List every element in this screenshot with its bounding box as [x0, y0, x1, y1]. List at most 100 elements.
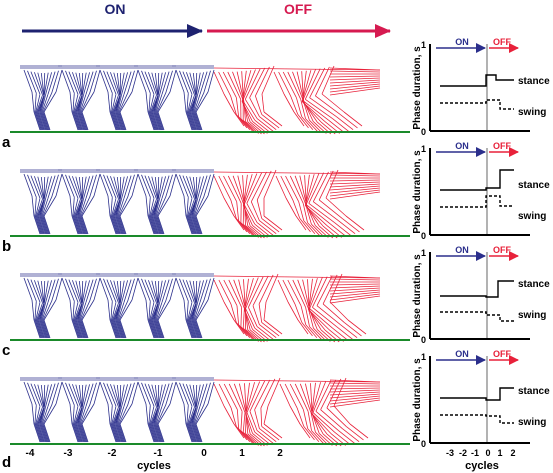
stick-segment — [308, 309, 330, 330]
stick-segment — [153, 215, 160, 235]
stick-segment — [148, 423, 156, 443]
stick-segment — [248, 307, 258, 327]
stick-segment — [349, 423, 369, 439]
stick-segment — [179, 70, 189, 94]
stick-segment — [37, 111, 44, 131]
stick-segment — [79, 215, 87, 235]
stick-segment — [78, 215, 86, 235]
stick-segment — [309, 67, 326, 98]
stick-segment — [186, 72, 195, 96]
stick-segment — [313, 201, 339, 221]
panel-letter: a — [2, 134, 11, 151]
stick-segment — [30, 71, 41, 95]
stick-segment — [312, 306, 337, 327]
stick-segment — [155, 423, 163, 443]
stick-segment — [116, 94, 122, 113]
stick-segment — [41, 215, 49, 235]
stick-segment — [328, 119, 345, 133]
stick-segment — [71, 423, 79, 443]
stick-segment — [81, 91, 95, 113]
stick-segment — [273, 71, 285, 95]
stick-segment — [106, 383, 117, 407]
stick-segment — [260, 407, 263, 427]
stick-segment — [148, 176, 157, 200]
stick-segment — [123, 71, 132, 95]
stick-segment — [131, 69, 139, 93]
stick-segment — [37, 215, 44, 235]
stick-segment — [179, 278, 189, 302]
stick-segment — [263, 405, 269, 425]
stick-segment — [119, 319, 127, 339]
stick-segment — [74, 302, 81, 321]
stick-segment — [203, 382, 211, 406]
stick-segment — [77, 215, 84, 235]
stick-segment — [316, 275, 333, 306]
stick-segment — [155, 215, 163, 235]
stick-segment — [230, 199, 237, 219]
stick-segment — [119, 111, 127, 131]
stick-segment — [47, 175, 56, 199]
stick-segment — [265, 273, 279, 303]
stick-segment — [188, 94, 195, 113]
stick-segment — [311, 382, 321, 414]
stick-segment — [141, 174, 151, 198]
stick-diagram-c — [20, 273, 381, 343]
stick-segment — [329, 395, 381, 402]
stick-segment — [118, 404, 129, 425]
stick-segment — [85, 71, 94, 95]
stick-segment — [23, 381, 33, 405]
stick-segment — [242, 205, 253, 226]
stick-segment — [116, 215, 123, 235]
stick-segment — [78, 280, 83, 305]
stick-segment — [189, 384, 197, 408]
stick-segment — [79, 198, 87, 217]
stick-segment — [78, 407, 83, 425]
stick-segment — [308, 278, 313, 310]
stick-segment — [79, 302, 87, 321]
stick-segment — [296, 97, 303, 117]
stick-segment — [329, 382, 381, 385]
stick-segment — [116, 319, 123, 339]
stick-segment — [275, 175, 287, 199]
stick-segment — [213, 275, 381, 279]
stick-segment — [144, 383, 155, 407]
stick-segment — [261, 114, 280, 129]
stick-segment — [36, 319, 44, 339]
stick-diagram-d — [20, 377, 381, 447]
stick-segment — [240, 326, 254, 340]
stick-segment — [218, 279, 232, 305]
stick-segment — [109, 215, 117, 235]
stick-segment — [76, 215, 83, 235]
stick-x-tick: 2 — [277, 448, 283, 459]
stick-segment — [329, 189, 381, 197]
stick-segment — [43, 72, 49, 96]
stick-segment — [30, 383, 41, 407]
stick-segment — [187, 94, 193, 113]
stick-segment — [325, 197, 347, 217]
stick-segment — [147, 111, 155, 131]
stick-segment — [150, 406, 157, 425]
stick-segment — [148, 72, 157, 96]
stick-segment — [235, 114, 248, 129]
stick-segment — [155, 319, 163, 339]
stick-segment — [35, 198, 41, 217]
stick-segment — [93, 381, 101, 405]
stick-segment — [343, 111, 363, 127]
stick-segment — [298, 201, 305, 221]
stick-segment — [315, 431, 329, 445]
stick-segment — [111, 111, 119, 131]
stick-segment — [254, 223, 271, 237]
stick-segment — [242, 119, 256, 133]
stick-segment — [193, 215, 201, 235]
stick-segment — [78, 94, 84, 113]
stick-segment — [193, 423, 201, 443]
stick-segment — [195, 403, 209, 425]
stick-segment — [151, 319, 158, 339]
stick-segment — [189, 176, 197, 200]
stick-segment — [107, 299, 111, 321]
stick-segment — [43, 384, 49, 408]
stick-segment — [71, 111, 79, 131]
stick-segment — [154, 72, 159, 97]
stick-segment — [99, 173, 109, 197]
stick-segment — [145, 299, 149, 321]
